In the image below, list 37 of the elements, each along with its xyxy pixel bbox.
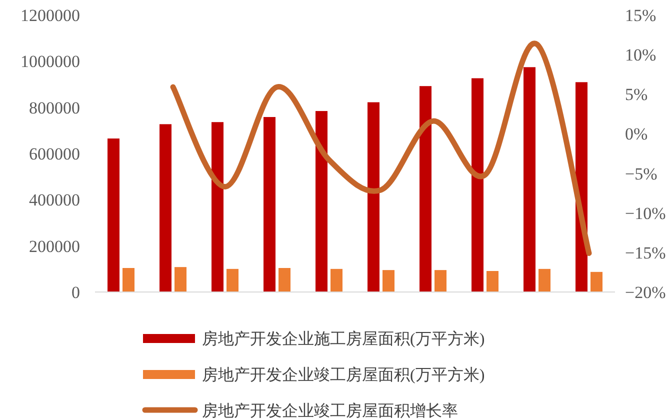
bar	[316, 111, 328, 292]
legend-label: 房地产开发企业竣工房屋面积增长率	[202, 402, 458, 419]
bar	[420, 86, 432, 292]
y2-tick-label: 10%	[625, 46, 656, 65]
y-tick-label: 200000	[29, 236, 80, 256]
legend-label: 房地产开发企业施工房屋面积(万平方米)	[202, 330, 485, 348]
y2-tick-label: −15%	[625, 243, 666, 262]
bar	[472, 78, 484, 292]
y2-tick-label: 5%	[625, 85, 648, 104]
y2-tick-label: −10%	[625, 204, 666, 223]
bar	[212, 122, 224, 292]
y-tick-label: 1200000	[20, 6, 80, 25]
bar	[264, 117, 276, 292]
bar	[160, 124, 172, 292]
bar	[330, 268, 342, 292]
bar	[174, 267, 186, 292]
y-tick-label: 1000000	[20, 52, 80, 72]
y2-tick-label: 0%	[625, 124, 648, 144]
y2-tick-label: −20%	[625, 283, 666, 302]
y2-tick-label: 15%	[625, 6, 656, 25]
y-tick-label: 600000	[29, 144, 80, 164]
bar	[122, 268, 134, 292]
y2-tick-label: −5%	[625, 164, 658, 184]
bar	[524, 67, 536, 292]
bar	[434, 270, 446, 292]
y-tick-label: 400000	[29, 190, 80, 210]
bar	[382, 270, 394, 292]
y-tick-label: 800000	[29, 98, 80, 118]
y-tick-label: 0	[72, 283, 80, 302]
bar	[226, 268, 238, 292]
bar	[486, 270, 498, 292]
bar	[368, 102, 380, 292]
bar	[278, 268, 290, 292]
bar	[108, 138, 120, 292]
bar	[590, 272, 602, 292]
legend-label: 房地产开发企业竣工房屋面积(万平方米)	[202, 366, 485, 384]
bar	[538, 268, 550, 292]
